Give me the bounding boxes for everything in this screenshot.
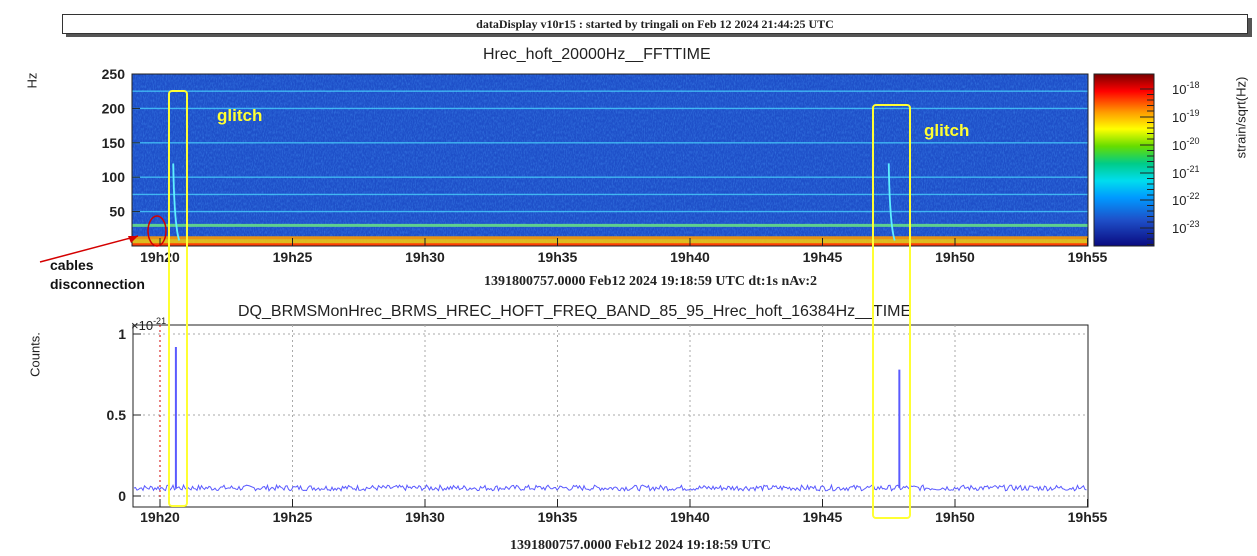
timeseries-xtick-label: 19h25 [273, 509, 313, 525]
colorbar-tick-label: 10-23 [1172, 219, 1199, 236]
colorbar-tick-label: 10-19 [1172, 108, 1199, 125]
timeseries-multiplier: ×10-21 [131, 316, 166, 333]
glitch-streak [887, 163, 896, 241]
timeseries-ytick-label: 0.5 [107, 407, 127, 423]
spectrogram-xtick-label: 19h40 [670, 249, 710, 265]
disconnection-circle [147, 215, 167, 247]
colorbar: 10-18 10-19 10-20 10-21 10-22 10-23 [1093, 73, 1199, 247]
spectrogram-ytick-label: 150 [102, 135, 126, 151]
spectrogram-plot: 50 100 150 200 250 19h20 19h25 19h30 19h35 19h40… [102, 66, 1108, 265]
colorbar-tick-label: 10-21 [1172, 164, 1199, 181]
disconnection-arrow [39, 235, 139, 263]
spectrogram-xtick-label: 19h45 [803, 249, 843, 265]
low-frequency-band [132, 239, 1088, 246]
spectrogram-xtick-label: 19h50 [935, 249, 975, 265]
spectrogram-xtick-label: 19h55 [1068, 249, 1108, 265]
timeseries-xtick-label: 19h45 [803, 509, 843, 525]
spectrogram-ytick-label: 50 [109, 204, 125, 220]
colorbar-gradient [1093, 73, 1155, 247]
colorbar-tick-label: 10-20 [1172, 136, 1199, 153]
timeseries-xtick-label: 19h30 [405, 509, 445, 525]
colorbar-tick-label: 10-18 [1172, 80, 1199, 97]
disconnection-arrowhead [128, 236, 138, 243]
spectrogram-xtick-label: 19h35 [538, 249, 578, 265]
spectrogram-xtick-label: 19h30 [405, 249, 445, 265]
spectrogram-xtick-label: 19h25 [273, 249, 313, 265]
spectrogram-xtick-label: 19h20 [140, 249, 180, 265]
disconnection-label-line1: cables [50, 257, 94, 273]
glitch-box-2 [872, 104, 911, 519]
timeseries-xlabel: 1391800757.0000 Feb12 2024 19:18:59 UTC [510, 538, 771, 553]
app-banner: dataDisplay v10r15 : started by tringali… [62, 14, 1248, 34]
spectrogram-title: Hrec_hoft_20000Hz__FFTTIME [483, 46, 711, 63]
annotations: glitch glitch cables disconnection [39, 90, 969, 519]
glitch-label-2: glitch [924, 121, 969, 140]
timeseries-frame [132, 324, 1089, 508]
timeseries-xtick-label: 19h40 [670, 509, 710, 525]
colorbar-tick-label: 10-22 [1172, 191, 1199, 208]
glitch-streak [172, 163, 181, 241]
spectrogram-ytick-label: 250 [102, 66, 126, 82]
spectrogram-frame [131, 73, 1089, 247]
timeseries-xtick-label: 19h50 [935, 509, 975, 525]
glitch-label-1: glitch [217, 106, 262, 125]
banner-shadow-side [1248, 18, 1252, 37]
low-frequency-band-red [132, 243, 1088, 247]
timeseries-ytick-label: 0 [118, 488, 126, 504]
banner-title: dataDisplay v10r15 : started by tringali… [476, 17, 834, 31]
glitch-box-1 [168, 90, 188, 507]
spectrogram-xlabel: 1391800757.0000 Feb12 2024 19:18:59 UTC … [484, 274, 818, 289]
timeseries-xtick-label: 19h55 [1068, 509, 1108, 525]
disconnection-label-line2: disconnection [50, 276, 145, 292]
spectrogram-ytick-label: 200 [102, 100, 126, 116]
banner-shadow [66, 33, 1252, 37]
timeseries-ytick-label: 1 [118, 326, 126, 342]
spectrogram-ytick-label: 100 [102, 169, 126, 185]
timeseries-title: DQ_BRMSMonHrec_BRMS_HREC_HOFT_FREQ_BAND_… [238, 303, 912, 320]
timeseries-plot: 0 0.5 1 19h20 19h25 19h30 19h35 19h40 19h45 19h5… [107, 316, 1108, 525]
timeseries-xtick-label: 19h35 [538, 509, 578, 525]
timeseries-series-line [133, 483, 1087, 492]
spectrogram-texture [132, 74, 1088, 246]
timeseries-xtick-label: 19h20 [140, 509, 180, 525]
